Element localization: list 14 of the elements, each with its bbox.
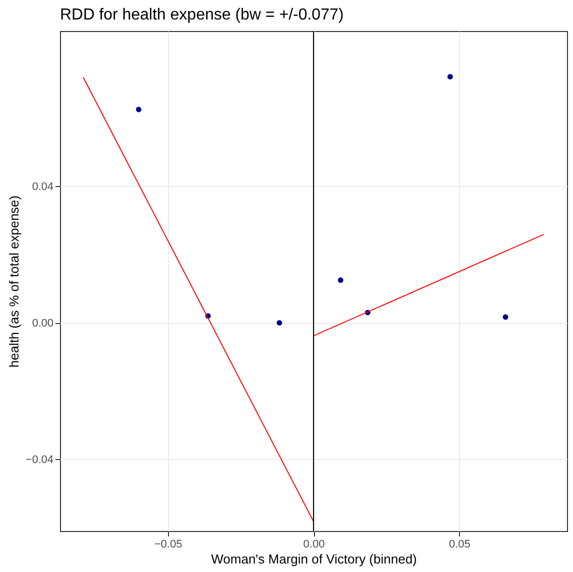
chart-title: RDD for health expense (bw = +/-0.077) (60, 6, 344, 24)
point (136, 106, 142, 112)
y-tick-label: −0.04 (26, 454, 54, 466)
x-tick-label: 0.05 (448, 538, 470, 550)
point (276, 320, 282, 326)
point (502, 314, 508, 320)
y-tick-label: 0.04 (32, 180, 54, 193)
point (447, 74, 453, 80)
point (338, 277, 344, 283)
x-tick-label: −0.05 (154, 538, 182, 550)
x-axis-title: Woman's Margin of Victory (binned) (211, 552, 417, 566)
y-tick-label: 0.00 (32, 317, 54, 330)
y-axis-title: health (as % of total expense) (6, 196, 22, 368)
x-tick-label: 0.00 (303, 538, 325, 550)
